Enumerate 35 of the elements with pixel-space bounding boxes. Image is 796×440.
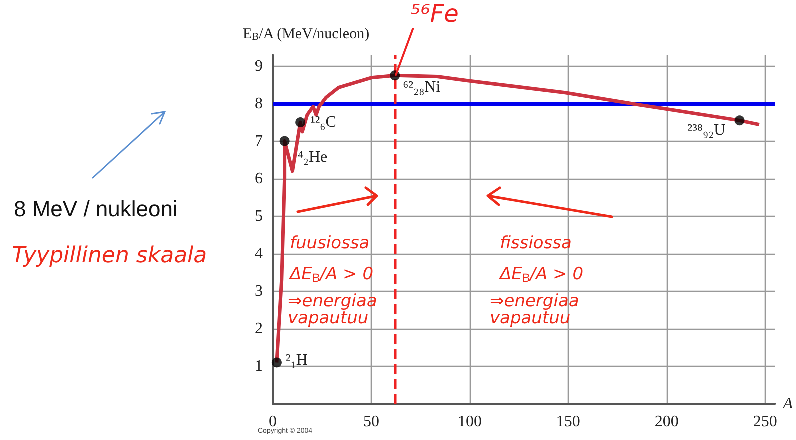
- annotation: fuusiossa: [290, 234, 370, 254]
- x-tick-label: 100: [458, 414, 482, 430]
- point: [280, 136, 290, 146]
- x-tick-label: 0: [269, 414, 277, 430]
- text: 8 MeV / nukleoni: [14, 196, 178, 222]
- y-tick-label: 9: [255, 58, 263, 75]
- annotation: ⇒energiaa vapautuu: [288, 292, 383, 328]
- x-tick-label: 150: [556, 414, 580, 430]
- x-axis-title: A: [782, 396, 794, 412]
- annotation: ΔEB/A > 0: [288, 264, 374, 285]
- x-tick-label: 250: [753, 414, 778, 430]
- annotation: ΔEB/A > 0: [498, 264, 584, 285]
- ref-line-label: ⁵⁶Fe: [411, 0, 459, 28]
- text: Tyypillinen skaala: [12, 244, 208, 268]
- y-tick-label: 2: [255, 320, 263, 338]
- annotation: ¹²₆C: [310, 114, 336, 132]
- annotation: ²³⁸₉₂U: [688, 122, 726, 140]
- point: [272, 358, 282, 368]
- annotation: ⁶²₂₈Ni: [403, 79, 442, 96]
- annotation: ⇒energiaa vapautuu: [490, 292, 585, 328]
- y-axis-title: EB/A (MeV/nucleon): [243, 26, 370, 43]
- x-tick-label: 50: [363, 414, 380, 430]
- point: [734, 116, 745, 126]
- annotation: ⁴₂He: [298, 148, 328, 166]
- y-tick-label: 7: [255, 132, 263, 150]
- y-tick-label: 8: [255, 95, 263, 112]
- y-tick-label: 3: [255, 282, 263, 300]
- annotation: ²₁H: [286, 352, 308, 370]
- y-tick-label: 1: [255, 358, 263, 375]
- y-tick-label: 6: [255, 170, 263, 188]
- point: [296, 118, 306, 128]
- y-tick-label: 4: [255, 245, 263, 262]
- x-tick-label: 200: [654, 414, 679, 430]
- y-tick-label: 5: [255, 208, 263, 225]
- annotation: fissiossa: [500, 234, 572, 254]
